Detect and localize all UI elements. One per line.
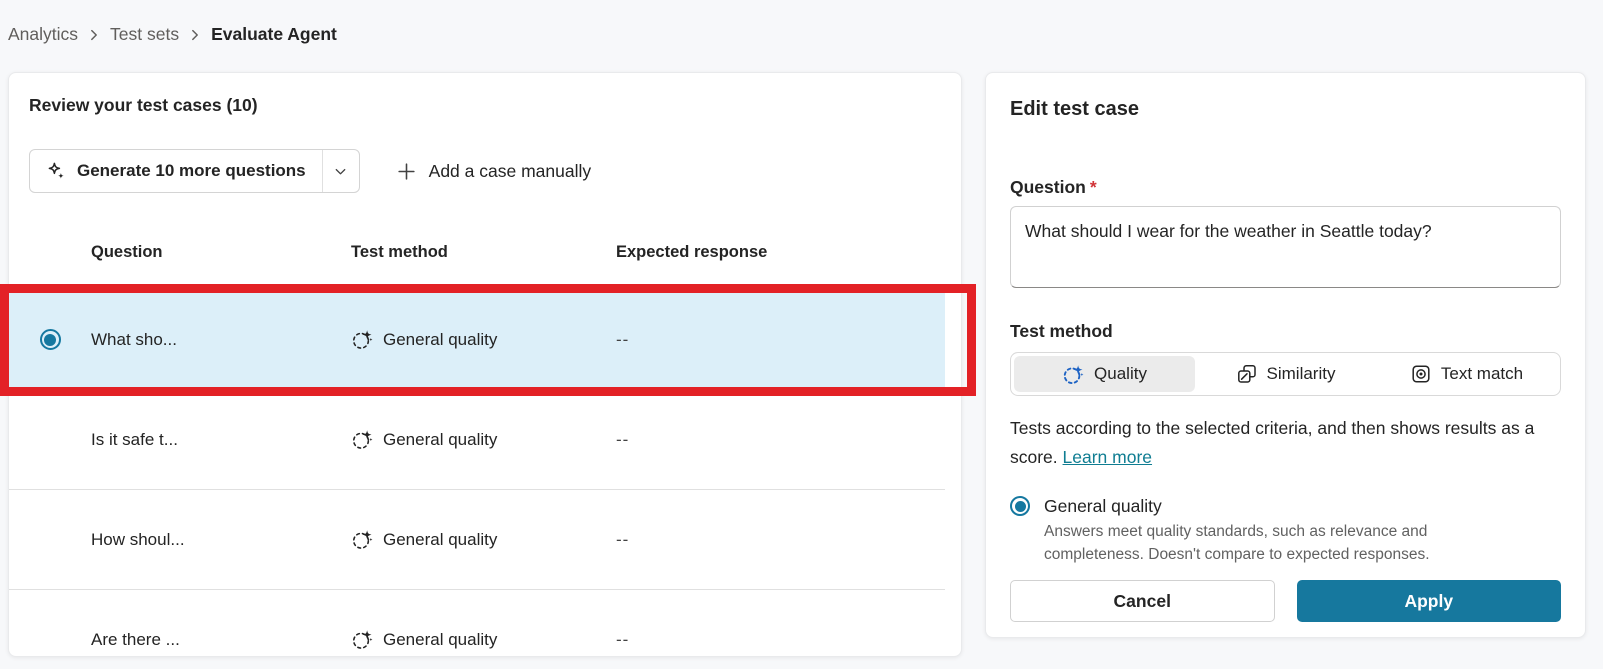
- action-buttons: Cancel Apply: [1010, 580, 1561, 622]
- toolbar: Generate 10 more questions Add a case ma…: [29, 149, 941, 193]
- edit-test-case-panel: Edit test case Question * What should I w…: [985, 72, 1586, 638]
- row-question: What sho...: [91, 329, 177, 349]
- edit-panel-title: Edit test case: [1010, 98, 1139, 120]
- quality-sparkle-icon: [351, 428, 374, 451]
- table-row[interactable]: Is it safe t... General quality --: [9, 390, 945, 490]
- question-input[interactable]: What should I wear for the weather in Se…: [1010, 206, 1561, 288]
- row-test-method: General quality: [383, 329, 498, 349]
- chevron-down-icon: [333, 164, 348, 179]
- panel-title: Review your test cases (10): [29, 95, 258, 115]
- test-cases-panel: Review your test cases (10) Generate 10 …: [8, 72, 962, 657]
- chevron-right-icon: [188, 28, 202, 42]
- row-expected-response: --: [616, 329, 630, 349]
- option-label: General quality: [1044, 496, 1162, 516]
- cancel-button[interactable]: Cancel: [1010, 580, 1275, 622]
- table-row[interactable]: How shoul... General quality --: [9, 490, 945, 590]
- row-test-method: General quality: [383, 429, 498, 449]
- table-body: What sho... General quality -- Is it saf…: [9, 290, 945, 656]
- question-field-label: Question *: [1010, 177, 1097, 197]
- tab-text-match[interactable]: Text match: [1376, 356, 1557, 392]
- sparkle-icon: [46, 161, 67, 182]
- plus-icon: [396, 161, 417, 182]
- row-test-method: General quality: [383, 529, 498, 549]
- option-description: Answers meet quality standards, such as …: [1044, 523, 1430, 563]
- apply-button[interactable]: Apply: [1296, 580, 1561, 622]
- method-description: Tests according to the selected criteria…: [1010, 418, 1535, 467]
- add-case-button[interactable]: Add a case manually: [396, 161, 591, 182]
- add-case-label: Add a case manually: [428, 160, 592, 181]
- chevron-right-icon: [87, 28, 101, 42]
- generate-questions-label: Generate 10 more questions: [77, 161, 306, 180]
- column-question: Question: [91, 243, 163, 261]
- breadcrumb: Analytics Test sets Evaluate Agent: [8, 24, 337, 45]
- breadcrumb-analytics[interactable]: Analytics: [8, 24, 79, 44]
- quality-sparkle-icon: [351, 528, 374, 551]
- column-test-method: Test method: [351, 243, 448, 261]
- row-expected-response: --: [616, 429, 630, 449]
- tab-quality[interactable]: Quality: [1014, 356, 1195, 392]
- breadcrumb-evaluate-agent: Evaluate Agent: [211, 24, 337, 44]
- text-match-icon: [1410, 363, 1432, 385]
- column-expected-response: Expected response: [616, 243, 768, 261]
- row-test-method: General quality: [383, 629, 498, 649]
- table-row[interactable]: Are there ... General quality --: [9, 590, 945, 656]
- tab-quality-label: Quality: [1094, 364, 1147, 383]
- generate-questions-dropdown[interactable]: [323, 150, 359, 192]
- row-question: How shoul...: [91, 529, 185, 549]
- breadcrumb-test-sets[interactable]: Test sets: [110, 24, 180, 44]
- tab-similarity[interactable]: Similarity: [1195, 356, 1376, 392]
- quality-sparkle-icon: [351, 628, 374, 651]
- general-quality-option[interactable]: General quality Answers meet quality sta…: [1010, 494, 1561, 566]
- required-asterisk: *: [1089, 177, 1097, 197]
- row-question: Is it safe t...: [91, 429, 178, 449]
- quality-sparkle-icon: [351, 328, 374, 351]
- test-method-tablist: Quality Similarity Text match: [1010, 352, 1561, 396]
- row-expected-response: --: [616, 629, 630, 649]
- table-row[interactable]: What sho... General quality --: [9, 290, 945, 390]
- generate-questions-button[interactable]: Generate 10 more questions: [30, 150, 322, 192]
- row-expected-response: --: [616, 529, 630, 549]
- similarity-icon: [1236, 363, 1258, 385]
- test-method-label: Test method: [1010, 321, 1113, 341]
- table-header: Question Test method Expected response: [9, 193, 945, 290]
- radio-selected-icon: [1010, 496, 1030, 516]
- tab-text-match-label: Text match: [1440, 364, 1524, 383]
- learn-more-link[interactable]: Learn more: [1062, 447, 1153, 467]
- quality-sparkle-icon: [1062, 363, 1085, 386]
- tab-similarity-label: Similarity: [1266, 364, 1336, 383]
- row-radio-selected[interactable]: [9, 329, 91, 350]
- row-question: Are there ...: [91, 629, 180, 649]
- split-button-divider: [321, 150, 323, 192]
- generate-questions-split-button: Generate 10 more questions: [29, 149, 360, 193]
